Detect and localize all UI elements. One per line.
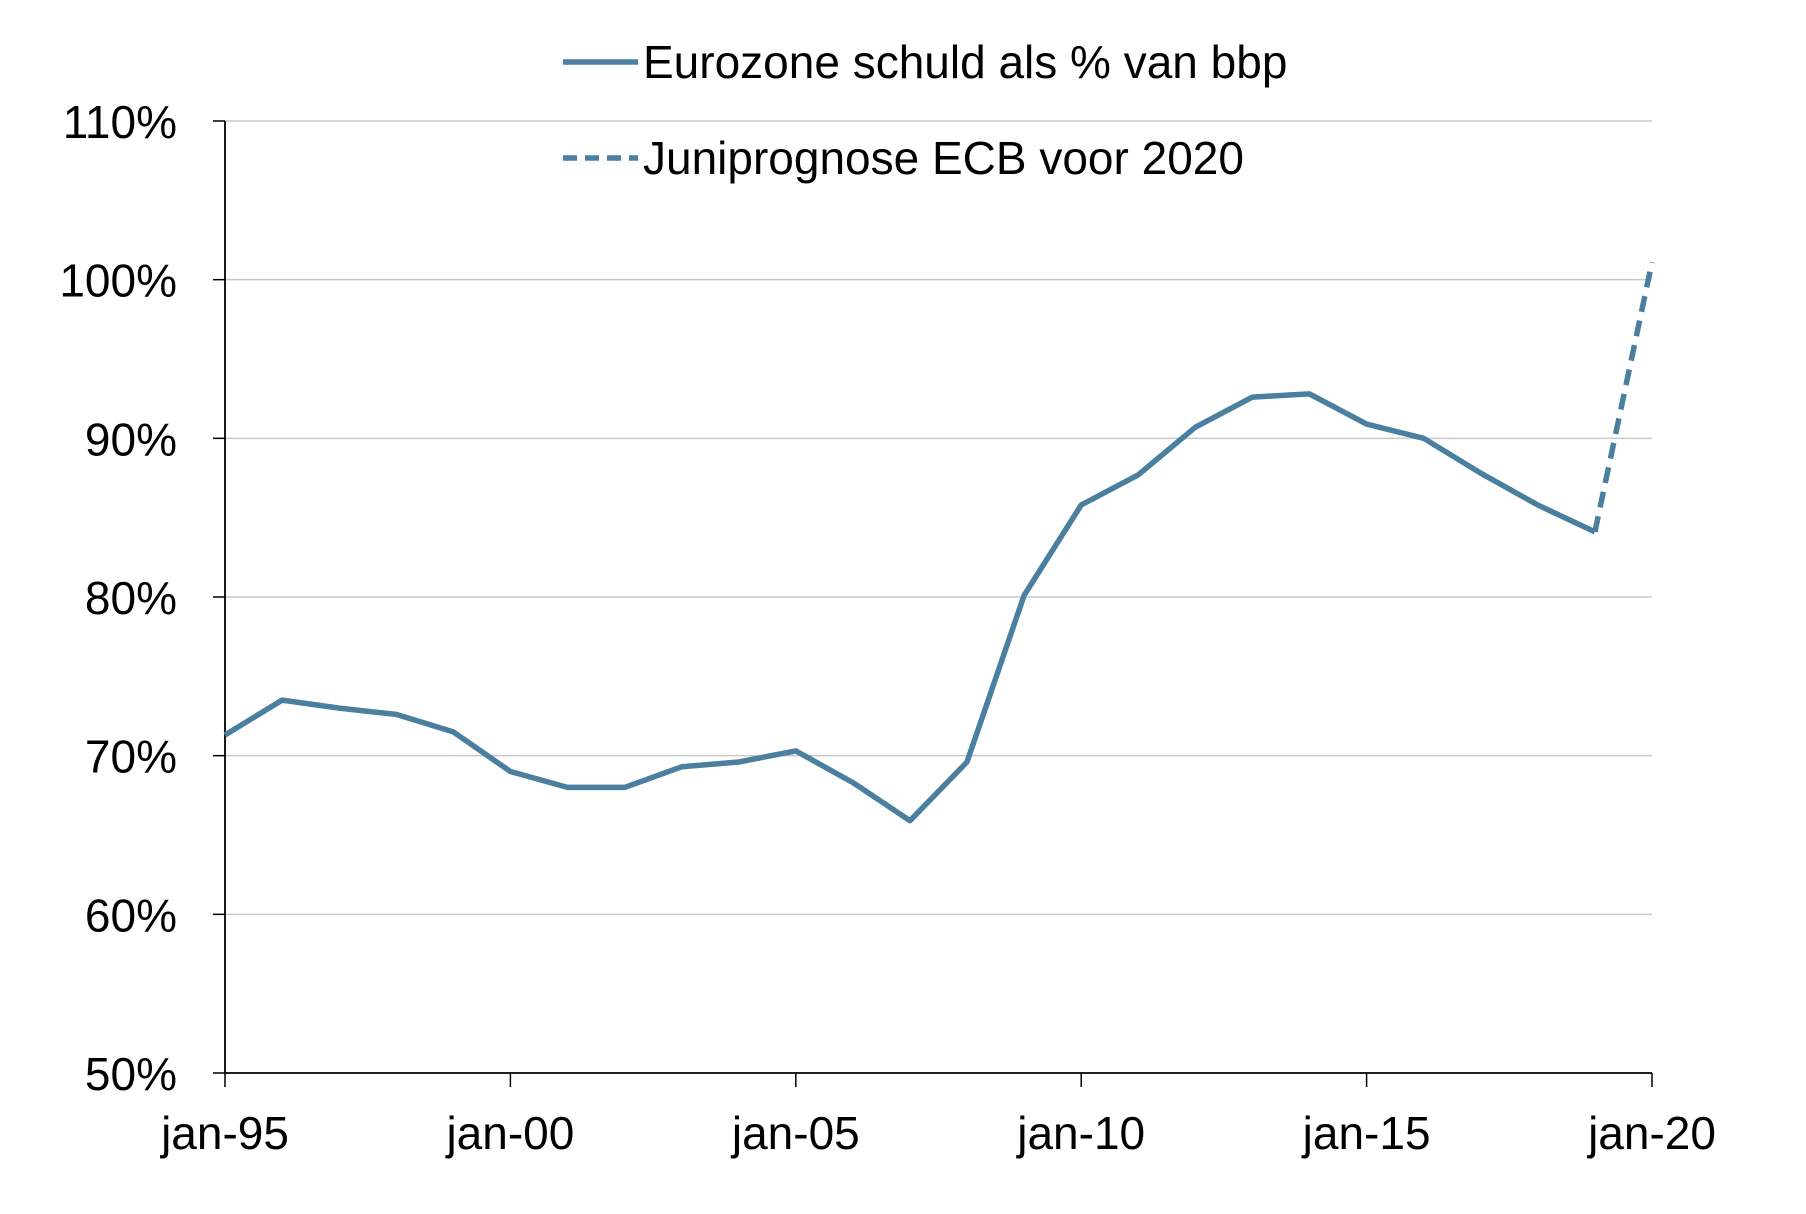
data-point: [393, 711, 399, 717]
data-point: [736, 759, 742, 765]
data-point: [1307, 391, 1313, 397]
data-point: [1478, 470, 1484, 476]
data-point: [336, 705, 342, 711]
data-point: [450, 729, 456, 735]
data-point: [1249, 394, 1255, 400]
data-point: [1135, 472, 1141, 478]
y-tick-label: 70%: [85, 731, 177, 783]
data-point: [850, 780, 856, 786]
x-tick-label: jan-10: [1015, 1107, 1145, 1159]
data-point: [507, 769, 513, 775]
y-tick-label: 50%: [85, 1048, 177, 1100]
grid: [225, 120, 1652, 916]
x-tick-label: jan-95: [159, 1107, 289, 1159]
axes: 50% 60% 70% 80% 90% 100% 110% jan-95 jan-00 jan-0…: [59, 96, 1716, 1159]
data-point: [1078, 502, 1084, 508]
series-line-1: [1592, 261, 1655, 533]
data-point: [1021, 592, 1027, 598]
y-tick-label: 60%: [85, 889, 177, 941]
legend-label-1: Juniprognose ECB voor 2020: [643, 132, 1244, 184]
x-tick-label: jan-00: [444, 1107, 574, 1159]
legend: Eurozone schuld als % van bbp Juniprognos…: [563, 36, 1287, 184]
y-tick-label: 100%: [59, 255, 177, 307]
data-point: [222, 732, 228, 738]
x-tick-label: jan-20: [1586, 1107, 1716, 1159]
series: [222, 259, 1655, 824]
data-point: [1421, 435, 1427, 441]
series-line-0: [223, 391, 1597, 824]
data-point: [1192, 424, 1198, 430]
legend-label-0: Eurozone schuld als % van bbp: [643, 36, 1287, 88]
y-tick-label: 110%: [63, 96, 177, 148]
y-tick-label: 80%: [85, 572, 177, 624]
data-point: [279, 697, 285, 703]
data-point: [1535, 502, 1541, 508]
data-point: [679, 764, 685, 770]
x-tick-label: jan-05: [730, 1107, 860, 1159]
data-point: [1592, 529, 1598, 535]
data-point: [1649, 259, 1655, 265]
data-point: [907, 818, 913, 824]
data-point: [964, 759, 970, 765]
data-point: [622, 784, 628, 790]
y-tick-label: 90%: [85, 413, 177, 465]
data-point: [793, 748, 799, 754]
data-point: [1364, 421, 1370, 427]
x-tick-label: jan-15: [1301, 1107, 1431, 1159]
data-point: [565, 784, 571, 790]
